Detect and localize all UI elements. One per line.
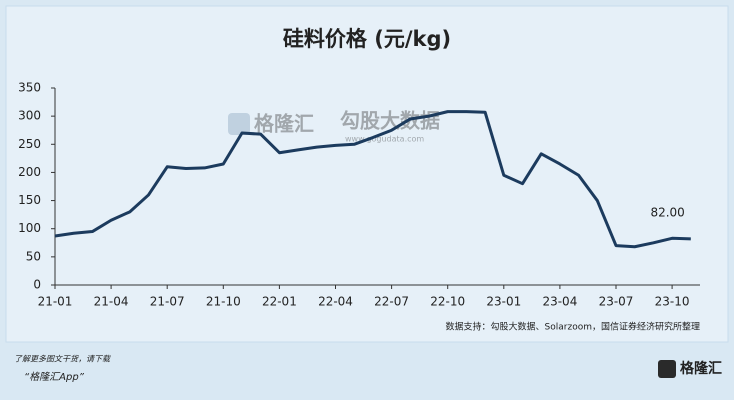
footer-line2: “格隆汇App” [24,371,85,383]
chart-panel [5,5,729,343]
y-tick-label: 50 [26,249,41,263]
footer-logo-icon [658,360,676,378]
x-tick-label: 23-01 [486,295,521,309]
x-tick-label: 21-01 [38,295,73,309]
y-tick-label: 150 [18,193,41,207]
x-tick-label: 21-10 [206,295,241,309]
price-line [54,110,691,249]
y-tick-label: 350 [18,81,41,95]
x-tick-label: 21-07 [150,295,185,309]
footer-line1: 了解更多图文干货，请下载 [14,355,111,364]
value-label: 82.00 [650,205,684,219]
x-tick-label: 22-07 [374,295,409,309]
y-tick-label: 0 [33,278,41,292]
x-tick-label: 22-04 [318,295,353,309]
source-note: 数据支持：勾股大数据、Solarzoom，国信证券经济研究所整理 [446,321,700,333]
y-tick-label: 200 [18,165,41,179]
chart-title: 硅料价格 (元/kg) [283,27,451,51]
watermark-brand: 格隆汇 [254,112,314,136]
watermark-icon [228,113,250,135]
x-tick-label: 23-07 [599,295,634,309]
x-tick-label: 22-01 [262,295,297,309]
watermark: 格隆汇 勾股大数据 www.gogudata.com [228,109,440,144]
y-tick-label: 100 [18,221,41,235]
x-tick-label: 22-10 [430,295,465,309]
y-tick-label: 250 [18,137,41,151]
watermark-partner: 勾股大数据 [340,109,440,133]
footer-logo: 格隆汇 [680,360,722,377]
y-tick-label: 300 [18,109,41,123]
x-tick-label: 23-10 [655,295,690,309]
x-tick-label: 21-04 [94,295,129,309]
x-tick-label: 23-04 [542,295,577,309]
watermark-url: www.gogudata.com [345,135,424,144]
